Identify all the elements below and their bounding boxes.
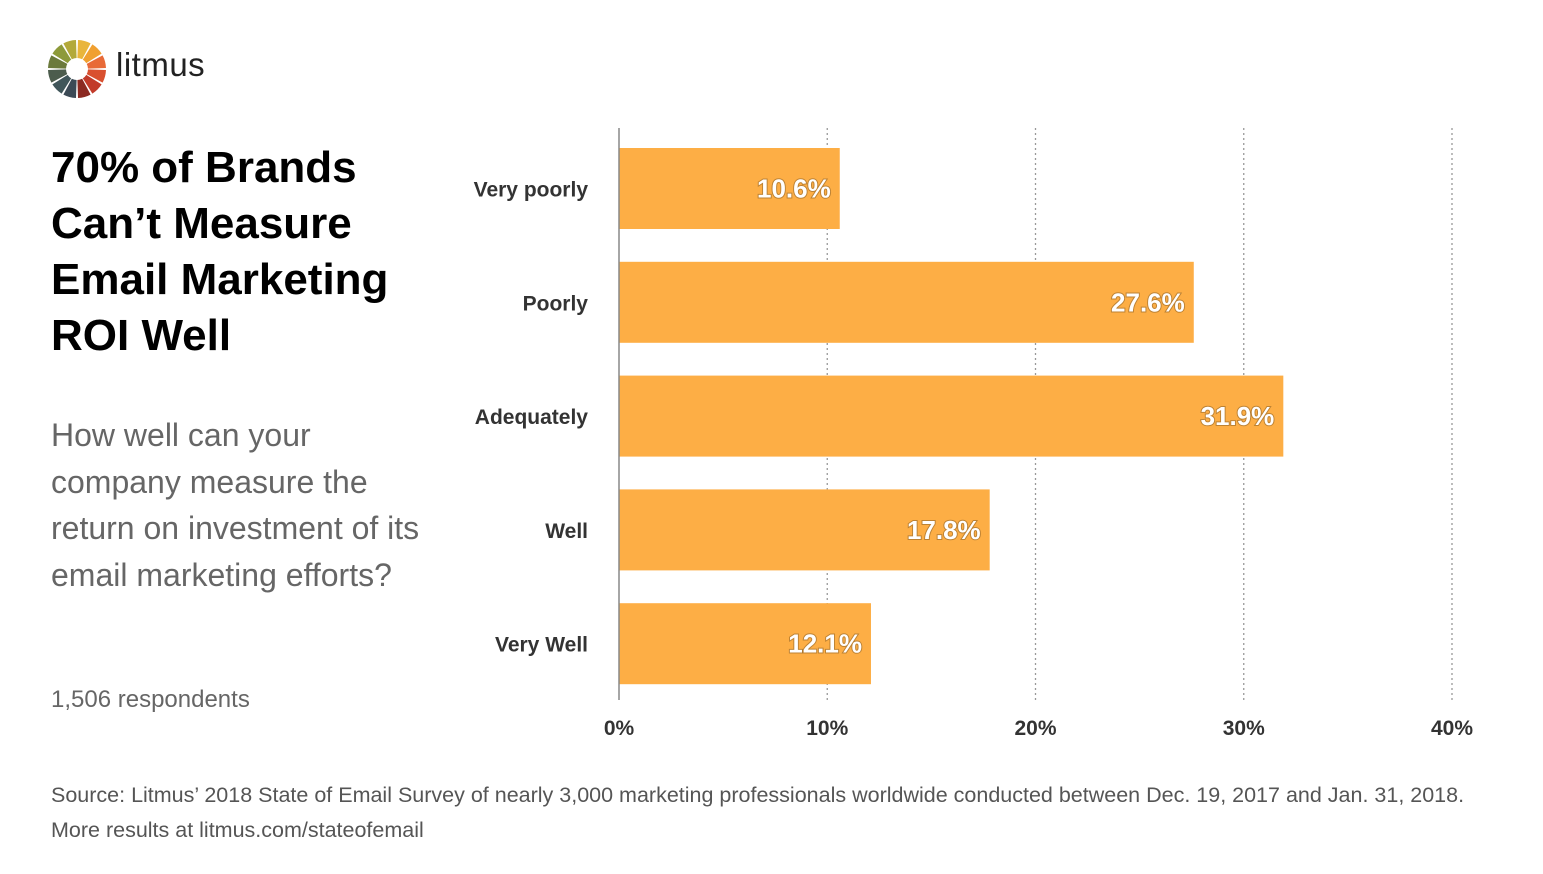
logo-segment xyxy=(52,74,72,94)
category-label: Adequately xyxy=(475,406,589,429)
x-tick-label: 40% xyxy=(1431,717,1473,740)
category-label: Poorly xyxy=(523,292,589,315)
logo-segment xyxy=(48,55,68,69)
data-label: 27.6% xyxy=(1111,287,1185,317)
bar xyxy=(619,489,990,571)
bar xyxy=(619,603,871,685)
bar xyxy=(619,261,1194,343)
survey-question: How well can your company measure the re… xyxy=(51,417,420,593)
respondent-count: 1,506 respondents xyxy=(51,686,250,713)
page-title: 70% of Brands Can’t Measure Email Market… xyxy=(51,143,389,360)
logo-segment xyxy=(82,44,102,64)
bar xyxy=(619,375,1284,457)
x-tick-label: 30% xyxy=(1223,717,1265,740)
logo-segment xyxy=(52,44,72,64)
source-note: Source: Litmus’ 2018 State of Email Surv… xyxy=(51,783,1465,842)
category-label: Very Well xyxy=(495,634,588,657)
logo-segment xyxy=(86,55,106,69)
category-label: Very poorly xyxy=(474,179,589,202)
x-tick-label: 0% xyxy=(604,717,635,740)
data-label: 17.8% xyxy=(907,515,981,545)
logo-segment xyxy=(77,40,91,60)
litmus-logo-icon xyxy=(48,40,106,98)
logo-segment xyxy=(86,69,106,83)
x-tick-label: 10% xyxy=(806,717,848,740)
logo-segment xyxy=(63,78,77,98)
data-label: 10.6% xyxy=(757,174,831,204)
logo-segment xyxy=(77,78,91,98)
logo-segment xyxy=(63,40,77,60)
bar xyxy=(619,148,840,229)
data-label: 12.1% xyxy=(788,629,862,659)
logo-segment xyxy=(82,74,102,94)
x-tick-label: 20% xyxy=(1014,717,1056,740)
logo-text: litmus xyxy=(116,46,206,83)
category-label: Well xyxy=(545,520,588,543)
logo-segment xyxy=(48,69,68,83)
data-label: 31.9% xyxy=(1201,401,1275,431)
